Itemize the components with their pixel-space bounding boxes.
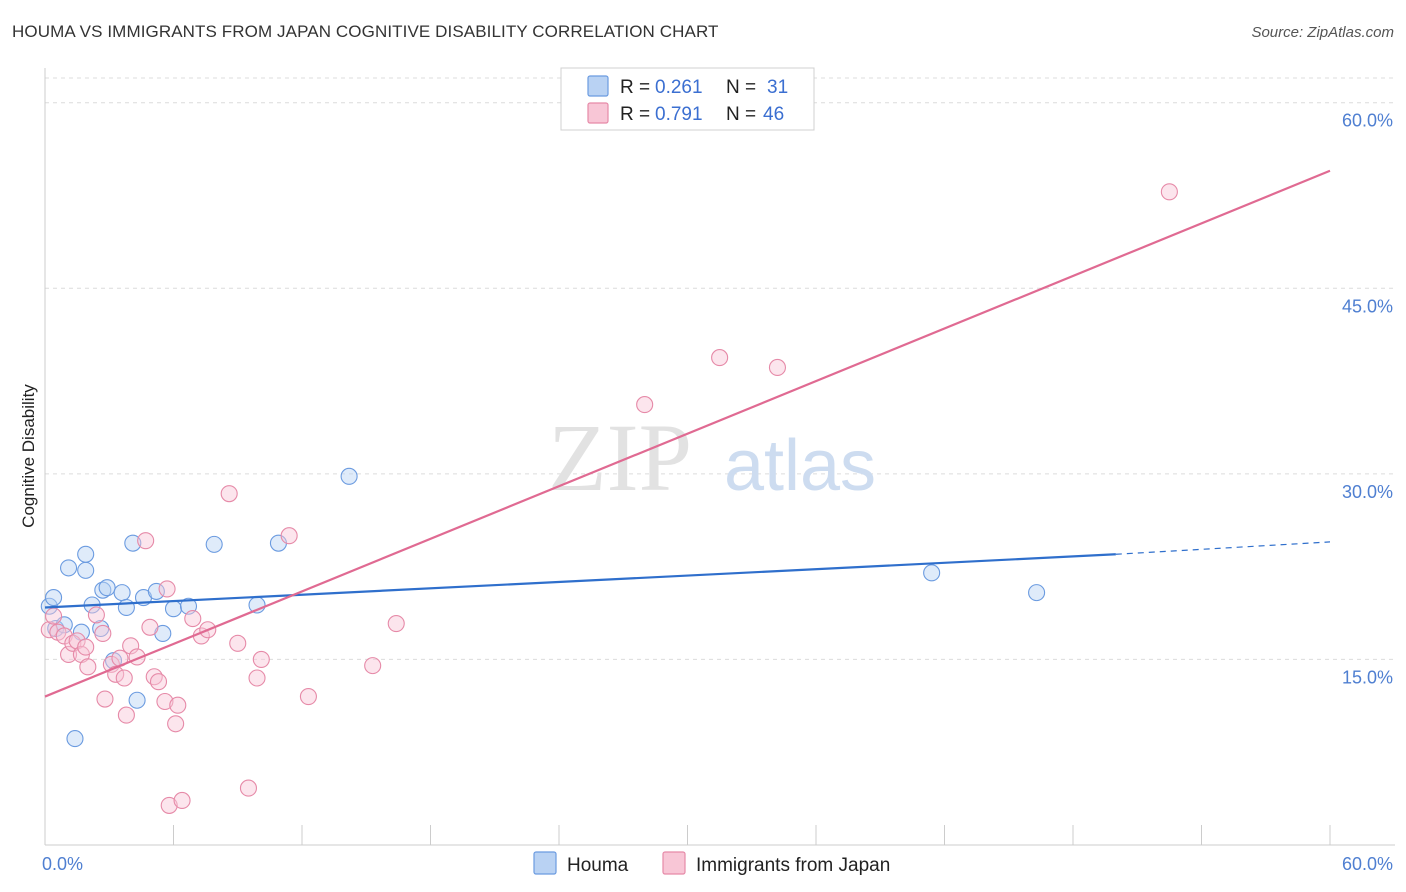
point-japan-11 (94, 624, 112, 643)
x-tick-label-1: 60.0% (1342, 854, 1393, 874)
point-japan-4 (60, 645, 78, 664)
point-houma-14 (113, 584, 131, 602)
trend-extension-houma (1115, 541, 1331, 555)
point-japan-38 (280, 527, 298, 545)
axes (44, 68, 1395, 846)
point-houma-23 (205, 535, 223, 553)
point-houma-17 (128, 691, 146, 709)
point-houma-7 (77, 561, 95, 579)
point-japan-23 (149, 673, 168, 691)
point-japan-30 (184, 610, 202, 628)
point-japan-17 (117, 706, 135, 724)
legend-n-value-japan: 46 (763, 104, 784, 125)
point-houma-26 (340, 467, 358, 485)
point-japan-10 (87, 606, 105, 624)
bottom-legend-swatch-houma (533, 851, 557, 875)
chart-title: HOUMA VS IMMIGRANTS FROM JAPAN COGNITIVE… (12, 22, 719, 41)
point-japan-16 (115, 669, 133, 687)
tick-labels: 15.0% 30.0% 45.0% 60.0% 0.0% 60.0% (42, 111, 1393, 874)
point-japan-20 (137, 532, 155, 550)
watermark-atlas: atlas (724, 426, 876, 506)
point-houma-19 (147, 582, 165, 600)
source-label: Source: ZipAtlas.com (1251, 24, 1394, 41)
point-japan-43 (711, 349, 729, 367)
legend-n-label-japan: N = (726, 104, 756, 125)
trend-line-houma (44, 553, 1116, 609)
point-japan-34 (229, 634, 247, 652)
y-tick-label-1: 30.0% (1342, 482, 1393, 502)
data-points (40, 183, 1178, 814)
point-japan-8 (77, 638, 95, 656)
watermark: ZIP atlas (548, 404, 876, 511)
point-japan-6 (68, 632, 86, 650)
legend-r-label-houma: R = (620, 77, 650, 98)
point-houma-1 (45, 589, 63, 607)
point-japan-45 (1160, 183, 1178, 201)
legend-swatch-houma (587, 75, 609, 97)
gridlines (45, 77, 1395, 660)
point-houma-4 (60, 559, 78, 577)
point-japan-24 (156, 692, 174, 711)
legend-swatch-japan (587, 102, 609, 124)
trend-lines (44, 169, 1331, 698)
point-japan-37 (252, 650, 270, 668)
legend-r-value-japan: 0.791 (655, 104, 703, 125)
x-tick-label-0: 0.0% (42, 854, 83, 874)
legend: R = 0.261 N = 31 R = 0.791 N = 46 (560, 67, 815, 131)
legend-r-label-japan: R = (620, 104, 650, 125)
point-japan-33 (220, 485, 238, 503)
bottom-legend: Houma Immigrants from Japan (533, 851, 890, 876)
point-japan-1 (45, 607, 63, 625)
point-japan-27 (167, 715, 185, 733)
bottom-legend-houma: Houma (567, 855, 629, 876)
point-houma-8 (77, 545, 95, 563)
legend-n-label-houma: N = (726, 77, 756, 98)
point-japan-29 (173, 791, 191, 810)
bottom-legend-japan: Immigrants from Japan (696, 855, 890, 876)
legend-n-value-houma: 31 (767, 77, 788, 98)
trend-line-japan (44, 169, 1331, 698)
point-japan-25 (158, 580, 176, 598)
point-japan-42 (636, 396, 654, 414)
point-japan-26 (160, 796, 178, 814)
bottom-legend-swatch-japan (662, 851, 686, 875)
point-japan-9 (79, 658, 97, 676)
point-houma-21 (164, 600, 183, 618)
point-japan-35 (239, 779, 258, 797)
point-japan-12 (96, 690, 114, 708)
point-japan-39 (299, 687, 317, 706)
point-japan-28 (169, 696, 187, 714)
y-axis-label: Cognitive Disability (19, 384, 38, 528)
point-houma-5 (66, 730, 84, 748)
legend-r-value-houma: 0.261 (655, 77, 703, 98)
point-houma-27 (923, 564, 941, 582)
y-tick-label-3: 60.0% (1342, 111, 1393, 131)
point-houma-15 (117, 598, 135, 617)
point-houma-16 (124, 534, 142, 552)
y-tick-label-2: 45.0% (1342, 296, 1393, 316)
point-japan-44 (768, 358, 787, 377)
point-japan-36 (248, 669, 266, 687)
y-tick-label-0: 15.0% (1342, 667, 1393, 687)
point-japan-3 (55, 627, 73, 645)
watermark-zip: ZIP (548, 404, 692, 511)
point-japan-21 (141, 618, 159, 636)
point-japan-40 (364, 657, 382, 675)
point-houma-12 (98, 579, 116, 597)
point-japan-41 (387, 615, 405, 633)
point-houma-28 (1028, 584, 1046, 602)
